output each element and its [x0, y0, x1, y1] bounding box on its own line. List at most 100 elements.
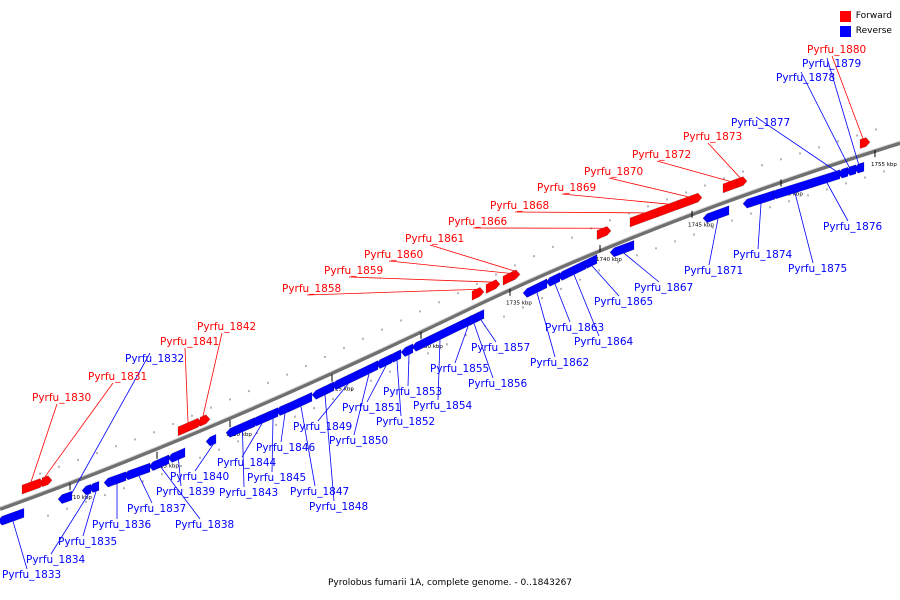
leader-line — [514, 211, 645, 214]
leader-line — [12, 521, 28, 570]
leader-line — [429, 244, 515, 272]
tick-label: 1745 kbp — [688, 223, 714, 229]
gene-arrow-pyrfu-1859 — [485, 279, 501, 294]
leader-line — [800, 71, 854, 175]
gene-label: Pyrfu_1848 — [309, 501, 368, 513]
gene-label: Pyrfu_1846 — [256, 442, 316, 454]
leader-line — [407, 354, 410, 387]
gene-arrow-pyrfu-1840 — [205, 433, 217, 447]
leader-line — [44, 382, 114, 478]
gene-label: Pyrfu_1858 — [282, 283, 341, 295]
gene-arrow-pyrfu-1862 — [522, 278, 548, 298]
gene-arrow-pyrfu-1873 — [736, 176, 748, 189]
gene-label: Pyrfu_1862 — [530, 357, 589, 369]
legend-reverse: Reverse — [839, 24, 892, 39]
gene-arrow-pyrfu-1839 — [167, 447, 186, 463]
leader-line — [317, 383, 349, 422]
gene-label: Pyrfu_1876 — [823, 221, 883, 233]
gene-arrow-pyrfu-1861 — [511, 269, 521, 282]
gene-label: Pyrfu_1845 — [247, 472, 306, 484]
gene-arrow-pyrfu-1866 — [596, 226, 612, 240]
forward-swatch — [839, 11, 851, 22]
gene-arrow-pyrfu-1853 — [400, 343, 414, 357]
leader-line — [353, 373, 370, 436]
tick-label: 1715 kbp — [153, 464, 179, 470]
gene-arrow-pyrfu-1836 — [103, 471, 127, 488]
leader-line — [324, 394, 335, 502]
gene-arrow-pyrfu-1880 — [859, 137, 871, 149]
legend-forward: Forward — [839, 9, 892, 24]
leader-line — [160, 466, 201, 520]
gene-arrow-pyrfu-1879 — [853, 161, 865, 174]
gene-label: Pyrfu_1878 — [776, 72, 835, 84]
gene-arrow-pyrfu-1833 — [0, 507, 25, 526]
reverse-swatch — [839, 26, 851, 37]
leader-line — [437, 339, 441, 401]
leader-lines — [12, 55, 864, 570]
leader-line — [561, 193, 669, 205]
gene-arrow-pyrfu-1844 — [251, 411, 269, 427]
leader-line — [794, 192, 814, 264]
leader-line — [348, 276, 492, 283]
leader-line — [396, 360, 402, 417]
gene-label: Pyrfu_1849 — [293, 421, 352, 433]
gene-label: Pyrfu_1867 — [634, 282, 693, 294]
leader-line — [757, 203, 762, 250]
leader-line — [755, 116, 846, 178]
leader-line — [300, 406, 316, 487]
gene-arrow-pyrfu-1842 — [199, 414, 211, 427]
gene-label: Pyrfu_1832 — [125, 353, 184, 365]
gene-label: Pyrfu_1830 — [32, 392, 91, 404]
leader-line — [623, 252, 660, 283]
leader-line — [82, 491, 97, 537]
gene-arrow-pyrfu-1847 — [285, 391, 313, 412]
leader-line — [194, 444, 214, 472]
gene-label: Pyrfu_1855 — [430, 363, 489, 375]
tick-label: 1730 kbp — [417, 344, 443, 350]
leader-line — [366, 365, 387, 403]
gene-label: Pyrfu_1850 — [329, 435, 388, 447]
legend: Forward Reverse — [839, 9, 892, 39]
gene-label: Pyrfu_1839 — [156, 486, 215, 498]
gene-label: Pyrfu_1836 — [92, 519, 152, 531]
gene-label: Pyrfu_1875 — [788, 263, 847, 275]
gene-arrow-pyrfu-1871 — [702, 205, 730, 224]
gene-labels: Pyrfu_1830 Pyrfu_1831 Pyrfu_1832 Pyrfu_1833… — [2, 44, 883, 581]
gene-label: Pyrfu_1840 — [170, 471, 229, 483]
gene-label: Pyrfu_1834 — [26, 554, 86, 566]
gene-label: Pyrfu_1868 — [490, 200, 549, 212]
gene-label: Pyrfu_1835 — [58, 536, 117, 548]
leader-line — [242, 431, 245, 488]
leader-line — [271, 418, 274, 473]
tick-label: 1720 kbp — [226, 432, 252, 438]
leader-line — [241, 423, 263, 458]
tick-marks: 1710 kbp 1715 kbp 1720 kbp 1725 kbp 1730 kbp… — [39, 128, 897, 517]
legend-forward-label: Forward — [855, 11, 892, 21]
gene-arrow-pyrfu-1858 — [471, 287, 485, 301]
gene-label: Pyrfu_1880 — [807, 44, 866, 56]
gene-arrow-pyrfu-1857 — [473, 308, 485, 322]
leader-line — [591, 265, 620, 297]
tick-label: 1710 kbp — [66, 495, 92, 501]
gene-arrow-pyrfu-1867 — [609, 240, 635, 258]
leader-line — [554, 283, 571, 323]
tick-label: 1750 kbp — [777, 192, 803, 198]
gene-label: Pyrfu_1837 — [127, 503, 186, 515]
leader-line — [66, 352, 151, 503]
gene-label: Pyrfu_1831 — [88, 371, 147, 383]
gene-label: Pyrfu_1841 — [160, 336, 219, 348]
leader-line — [138, 475, 153, 504]
gene-label: Pyrfu_1863 — [545, 322, 604, 334]
gene-label: Pyrfu_1856 — [468, 378, 528, 390]
gene-arrow-pyrfu-1837 — [123, 462, 151, 481]
leader-line — [656, 160, 731, 182]
gene-label: Pyrfu_1852 — [376, 416, 435, 428]
gene-arrow-pyrfu-1852 — [388, 349, 402, 363]
leader-line — [826, 57, 862, 173]
gene-label: Pyrfu_1872 — [632, 149, 691, 161]
gene-label: Pyrfu_1877 — [731, 117, 790, 129]
leader-line — [202, 332, 223, 417]
gene-arrow-pyrfu-1832 — [57, 490, 73, 505]
gene-label: Pyrfu_1879 — [802, 58, 861, 70]
